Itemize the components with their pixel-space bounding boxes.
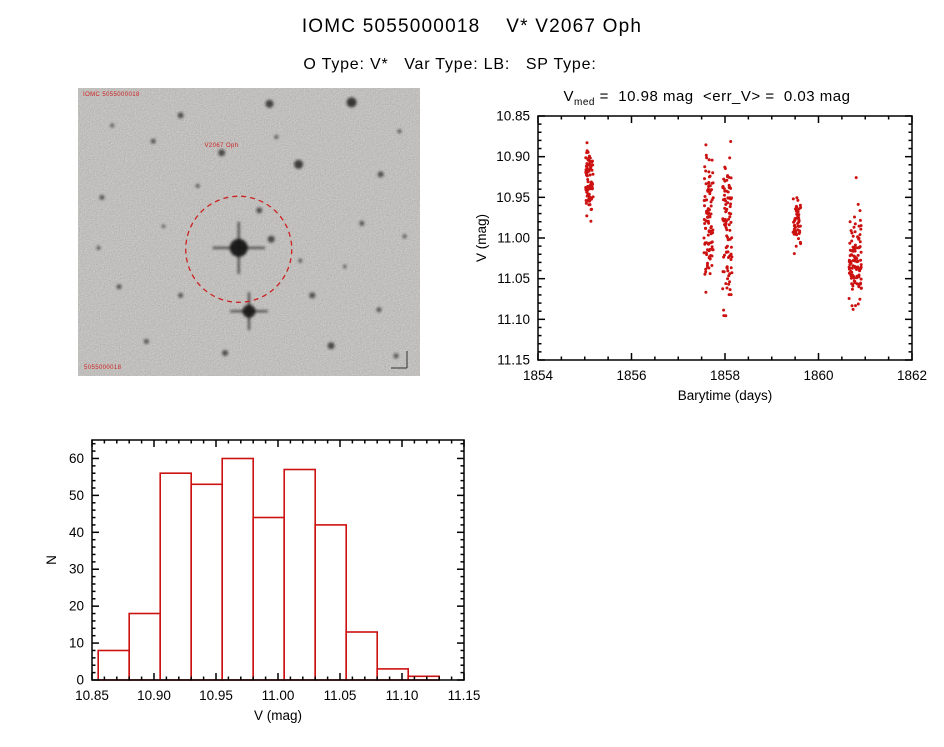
svg-text:11.00: 11.00 xyxy=(497,231,530,246)
finder-label-bottom-left: 5055000018 xyxy=(84,365,122,371)
page-title: IOMC 5055000018 V* V2067 Oph xyxy=(301,16,643,37)
histogram-axes xyxy=(91,439,465,681)
svg-text:10.90: 10.90 xyxy=(496,149,530,164)
svg-text:11.00: 11.00 xyxy=(262,688,295,703)
finder-aperture-circle xyxy=(185,195,293,303)
histogram-bars xyxy=(97,457,441,681)
finder-stars xyxy=(96,97,407,359)
lightcurve-title-sub: med xyxy=(574,97,595,108)
svg-text:10.85: 10.85 xyxy=(75,688,109,703)
svg-text:50: 50 xyxy=(69,488,84,503)
orientation-marker xyxy=(391,351,408,369)
histogram-plot: 10.85 10.90 10.95 11.00 11.05 11.10 11.15 0 10 20… xyxy=(44,439,481,723)
svg-text:V (mag): V (mag) xyxy=(474,214,489,262)
svg-text:11.15: 11.15 xyxy=(497,353,530,368)
svg-text:11.05: 11.05 xyxy=(324,688,357,703)
svg-text:1856: 1856 xyxy=(616,368,646,383)
svg-text:10: 10 xyxy=(69,636,84,651)
page-subtitle: O Type: V* Var Type: LB: SP Type: xyxy=(303,56,597,73)
svg-text:11.05: 11.05 xyxy=(497,271,530,286)
svg-text:20: 20 xyxy=(69,599,84,614)
finder-chart: IOMC 5055000018 V2067 Oph 5055000018 xyxy=(78,88,420,376)
svg-text:10.85: 10.85 xyxy=(496,109,530,124)
lightcurve-panel: Vmed = 10.98 mag <err_V> = 0.03 mag 1854… xyxy=(470,88,944,418)
finder-label-top-left: IOMC 5055000018 xyxy=(83,92,140,98)
svg-text:1862: 1862 xyxy=(897,368,927,383)
svg-text:10.90: 10.90 xyxy=(137,688,171,703)
histogram-panel: 10.85 10.90 10.95 11.00 11.05 11.10 11.15 0 10 20… xyxy=(40,430,500,740)
lightcurve-axes xyxy=(537,115,913,361)
svg-text:1854: 1854 xyxy=(523,368,554,383)
svg-text:30: 30 xyxy=(69,562,84,577)
lightcurve-points xyxy=(584,140,863,318)
svg-text:40: 40 xyxy=(69,525,84,540)
finder-noise xyxy=(78,88,420,376)
svg-text:11.15: 11.15 xyxy=(448,688,481,703)
finder-label-source: V2067 Oph xyxy=(204,142,239,149)
svg-text:60: 60 xyxy=(69,451,84,466)
lightcurve-plot: 1854 1856 1858 1860 1862 10.85 10.90 10.95 11.00… xyxy=(474,109,927,404)
lightcurve-title: Vmed = 10.98 mag <err_V> = 0.03 mag xyxy=(470,88,944,108)
svg-text:Barytime (days): Barytime (days) xyxy=(678,388,773,403)
svg-text:10.95: 10.95 xyxy=(199,688,233,703)
svg-text:1860: 1860 xyxy=(803,368,833,383)
svg-text:11.10: 11.10 xyxy=(386,688,419,703)
svg-text:10.95: 10.95 xyxy=(496,190,530,205)
svg-text:V (mag): V (mag) xyxy=(254,708,302,723)
finder-image xyxy=(78,88,420,376)
svg-text:1858: 1858 xyxy=(710,368,740,383)
svg-text:N: N xyxy=(44,555,59,565)
svg-text:11.10: 11.10 xyxy=(497,312,530,327)
lightcurve-title-rest: = 10.98 mag <err_V> = 0.03 mag xyxy=(594,88,851,105)
svg-text:0: 0 xyxy=(76,673,84,688)
lightcurve-title-v: V xyxy=(563,88,575,105)
